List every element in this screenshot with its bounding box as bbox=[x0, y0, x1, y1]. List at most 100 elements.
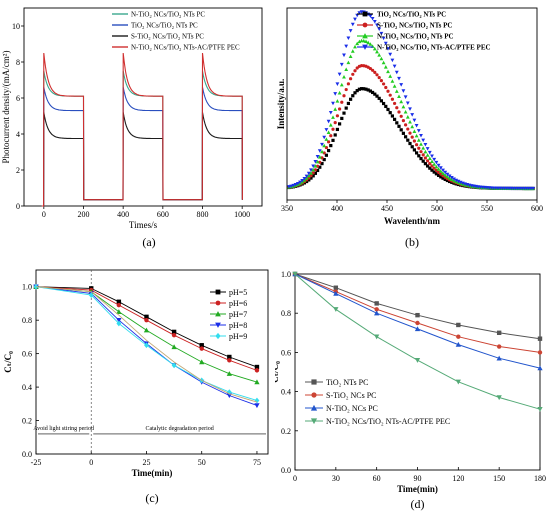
legend: TiO₂ NTs PC S-TiO₂ NCs PC N-TiO₂ NCs PC N-T… bbox=[305, 378, 450, 426]
data-point bbox=[447, 174, 452, 179]
data-point bbox=[348, 54, 353, 59]
panel-label: (a) bbox=[142, 235, 155, 249]
data-point bbox=[331, 138, 335, 142]
data-point bbox=[335, 114, 339, 118]
y-tick-label: 0.0 bbox=[22, 450, 32, 459]
data-point bbox=[430, 168, 434, 172]
data-point bbox=[313, 164, 318, 168]
data-point bbox=[392, 84, 397, 88]
data-point bbox=[309, 168, 313, 172]
data-point bbox=[322, 135, 327, 140]
data-point bbox=[419, 156, 423, 161]
data-point bbox=[416, 138, 421, 142]
data-point bbox=[390, 58, 395, 63]
data-point bbox=[372, 46, 377, 51]
data-point bbox=[401, 89, 406, 93]
data-point bbox=[353, 17, 357, 22]
x-tick-label: 600 bbox=[531, 204, 543, 213]
data-point bbox=[379, 99, 383, 103]
data-point bbox=[333, 121, 337, 125]
data-point bbox=[390, 79, 395, 83]
chart-panel-c: -25 0 25 50 75 0.0 0.2 0.4 0.6 0.8 1.0 Time(min) Cₜ/… bbox=[3, 269, 269, 505]
y-tick-label: 0.4 bbox=[22, 383, 32, 392]
data-point bbox=[537, 365, 543, 371]
data-point bbox=[408, 119, 412, 124]
legend-label: TiO₂ NTs PC bbox=[326, 378, 368, 387]
series-line bbox=[41, 87, 243, 207]
data-point bbox=[300, 178, 305, 183]
data-point bbox=[432, 157, 437, 162]
data-point bbox=[371, 68, 375, 72]
data-point bbox=[423, 149, 428, 154]
data-point bbox=[434, 160, 439, 165]
y-tick-label: 8 bbox=[16, 58, 20, 67]
data-point bbox=[403, 95, 408, 99]
data-point bbox=[338, 122, 342, 126]
data-point bbox=[399, 99, 404, 104]
data-point bbox=[397, 124, 401, 128]
panel-label: (c) bbox=[145, 491, 158, 505]
data-point bbox=[436, 163, 441, 168]
y-axis-label: Cₜ/C₀ bbox=[3, 351, 13, 373]
x-axis-label: Wavelenth/nm bbox=[384, 216, 441, 226]
data-point bbox=[315, 159, 320, 164]
data-point bbox=[427, 156, 432, 160]
data-point bbox=[423, 156, 427, 160]
y-axis-label: Photocurrent density/(mA/cm²) bbox=[1, 51, 11, 164]
legend: pH=5 pH=6 pH=7 pH=8 pH=9 bbox=[210, 288, 247, 341]
x-tick-label: 600 bbox=[157, 210, 169, 219]
data-point bbox=[324, 137, 329, 141]
data-point bbox=[456, 179, 461, 184]
legend-label: S-TiO₂ NCs PC bbox=[326, 391, 377, 400]
data-point bbox=[373, 92, 377, 96]
data-point bbox=[379, 56, 384, 61]
data-point bbox=[313, 160, 318, 164]
data-point bbox=[374, 334, 380, 340]
data-point bbox=[368, 66, 372, 71]
series-line bbox=[294, 273, 541, 410]
data-point bbox=[439, 172, 443, 176]
data-point bbox=[406, 127, 410, 131]
data-point bbox=[337, 90, 342, 95]
data-point bbox=[317, 149, 322, 153]
data-point bbox=[537, 350, 543, 355]
data-point bbox=[438, 166, 443, 170]
data-point bbox=[399, 83, 404, 87]
y-tick-label: 0 bbox=[16, 202, 20, 211]
data-point bbox=[309, 174, 313, 178]
data-point bbox=[496, 344, 502, 349]
data-point bbox=[291, 183, 296, 188]
data-point bbox=[349, 77, 353, 81]
series-3 bbox=[292, 271, 543, 371]
data-point bbox=[438, 169, 443, 173]
data-point bbox=[423, 162, 427, 166]
series-6 bbox=[35, 286, 258, 403]
data-point bbox=[305, 179, 309, 184]
data-point bbox=[360, 87, 364, 91]
legend-marker bbox=[215, 289, 221, 295]
data-point bbox=[397, 94, 401, 99]
panel-label: (b) bbox=[405, 235, 419, 249]
y-tick-label: 1.0 bbox=[22, 283, 32, 292]
data-point bbox=[375, 94, 379, 98]
data-point bbox=[410, 124, 415, 129]
data-point bbox=[254, 368, 260, 373]
legend-marker bbox=[310, 418, 318, 425]
legend-label: N-TiO₂ NCs/TiO₂ NTs-AC/PTFE PEC bbox=[326, 417, 450, 426]
y-tick-label: 0.6 bbox=[281, 348, 291, 357]
legend-label: N-TiO₂ NCs/TiO₂ NTs PC bbox=[377, 33, 454, 41]
data-point bbox=[405, 101, 410, 105]
data-point bbox=[443, 170, 448, 175]
data-point bbox=[322, 151, 326, 155]
series-4 bbox=[292, 271, 543, 412]
data-point bbox=[377, 96, 381, 100]
data-point bbox=[414, 358, 421, 363]
data-point bbox=[346, 101, 350, 106]
data-point bbox=[415, 151, 419, 155]
legend-marker bbox=[310, 404, 318, 411]
data-point bbox=[437, 170, 441, 174]
data-point bbox=[441, 171, 445, 175]
data-point bbox=[430, 159, 434, 163]
data-point bbox=[425, 153, 430, 157]
data-point bbox=[404, 135, 408, 139]
